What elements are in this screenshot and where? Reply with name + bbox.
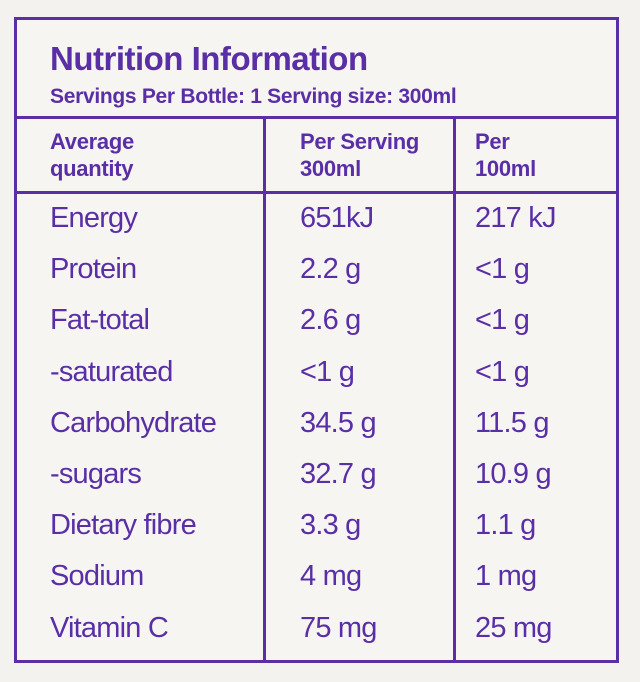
per-serving-value: 2.6 g: [300, 304, 361, 337]
column-header-line: quantity: [50, 156, 134, 181]
column-header-per-100ml: Per 100ml: [475, 128, 536, 182]
table-row: Vitamin C 75 mg 25 mg: [17, 604, 616, 655]
table-row: Dietary fibre 3.3 g 1.1 g: [17, 501, 616, 552]
column-header-line: 300ml: [300, 156, 361, 181]
per-serving-value: 2.2 g: [300, 253, 361, 286]
per-serving-value: <1 g: [300, 355, 355, 388]
per-100ml-value: 25 mg: [475, 611, 552, 644]
panel-title: Nutrition Information: [50, 40, 368, 77]
table-row: Sodium 4 mg 1 mg: [17, 552, 616, 603]
column-header-row: Average quantity Per Serving 300ml Per 1…: [17, 119, 616, 194]
table-row: Carbohydrate 34.5 g 11.5 g: [17, 399, 616, 450]
per-serving-value: 651kJ: [300, 202, 374, 234]
column-header-line: Per Serving: [300, 129, 419, 154]
table-row: -sugars 32.7 g 10.9 g: [17, 450, 616, 501]
per-100ml-value: 217 kJ: [475, 202, 556, 234]
per-100ml-value: <1 g: [475, 253, 530, 286]
per-100ml-value: <1 g: [475, 304, 530, 337]
column-divider: [453, 119, 456, 660]
per-100ml-value: 11.5 g: [475, 406, 549, 439]
nutrient-name: Carbohydrate: [50, 406, 217, 439]
nutrient-name: -saturated: [50, 355, 173, 388]
nutrient-name: Fat-total: [50, 304, 150, 337]
per-100ml-value: <1 g: [475, 355, 530, 388]
table-row: Fat-total 2.6 g <1 g: [17, 296, 616, 347]
column-header-line: Per: [475, 129, 510, 154]
per-serving-value: 4 mg: [300, 560, 362, 593]
column-header-line: 100ml: [475, 156, 536, 181]
table-row: -saturated <1 g <1 g: [17, 348, 616, 399]
nutrient-rows: Energy 651kJ 217 kJ Protein 2.2 g <1 g F…: [17, 194, 616, 655]
per-100ml-value: 10.9 g: [475, 457, 552, 490]
column-header-per-serving: Per Serving 300ml: [300, 128, 419, 182]
panel-header: Nutrition Information Servings Per Bottl…: [17, 20, 616, 119]
per-serving-value: 3.3 g: [300, 509, 361, 542]
column-header-quantity: Average quantity: [50, 128, 134, 182]
per-serving-value: 34.5 g: [300, 406, 377, 439]
nutrient-name: Dietary fibre: [50, 509, 197, 542]
nutrient-name: Energy: [50, 202, 138, 234]
nutrition-panel: Nutrition Information Servings Per Bottl…: [14, 17, 619, 663]
nutrient-name: Sodium: [50, 560, 144, 593]
nutrient-name: Protein: [50, 253, 137, 286]
table-row: Energy 651kJ 217 kJ: [17, 194, 616, 245]
per-serving-value: 75 mg: [300, 611, 377, 644]
per-100ml-value: 1.1 g: [475, 509, 536, 542]
per-100ml-value: 1 mg: [475, 560, 537, 593]
column-header-line: Average: [50, 129, 134, 154]
nutrient-name: -sugars: [50, 457, 142, 490]
per-serving-value: 32.7 g: [300, 457, 377, 490]
serving-info: Servings Per Bottle: 1 Serving size: 300…: [50, 85, 457, 108]
nutrient-name: Vitamin C: [50, 611, 169, 644]
table-row: Protein 2.2 g <1 g: [17, 245, 616, 296]
column-divider: [263, 119, 266, 660]
